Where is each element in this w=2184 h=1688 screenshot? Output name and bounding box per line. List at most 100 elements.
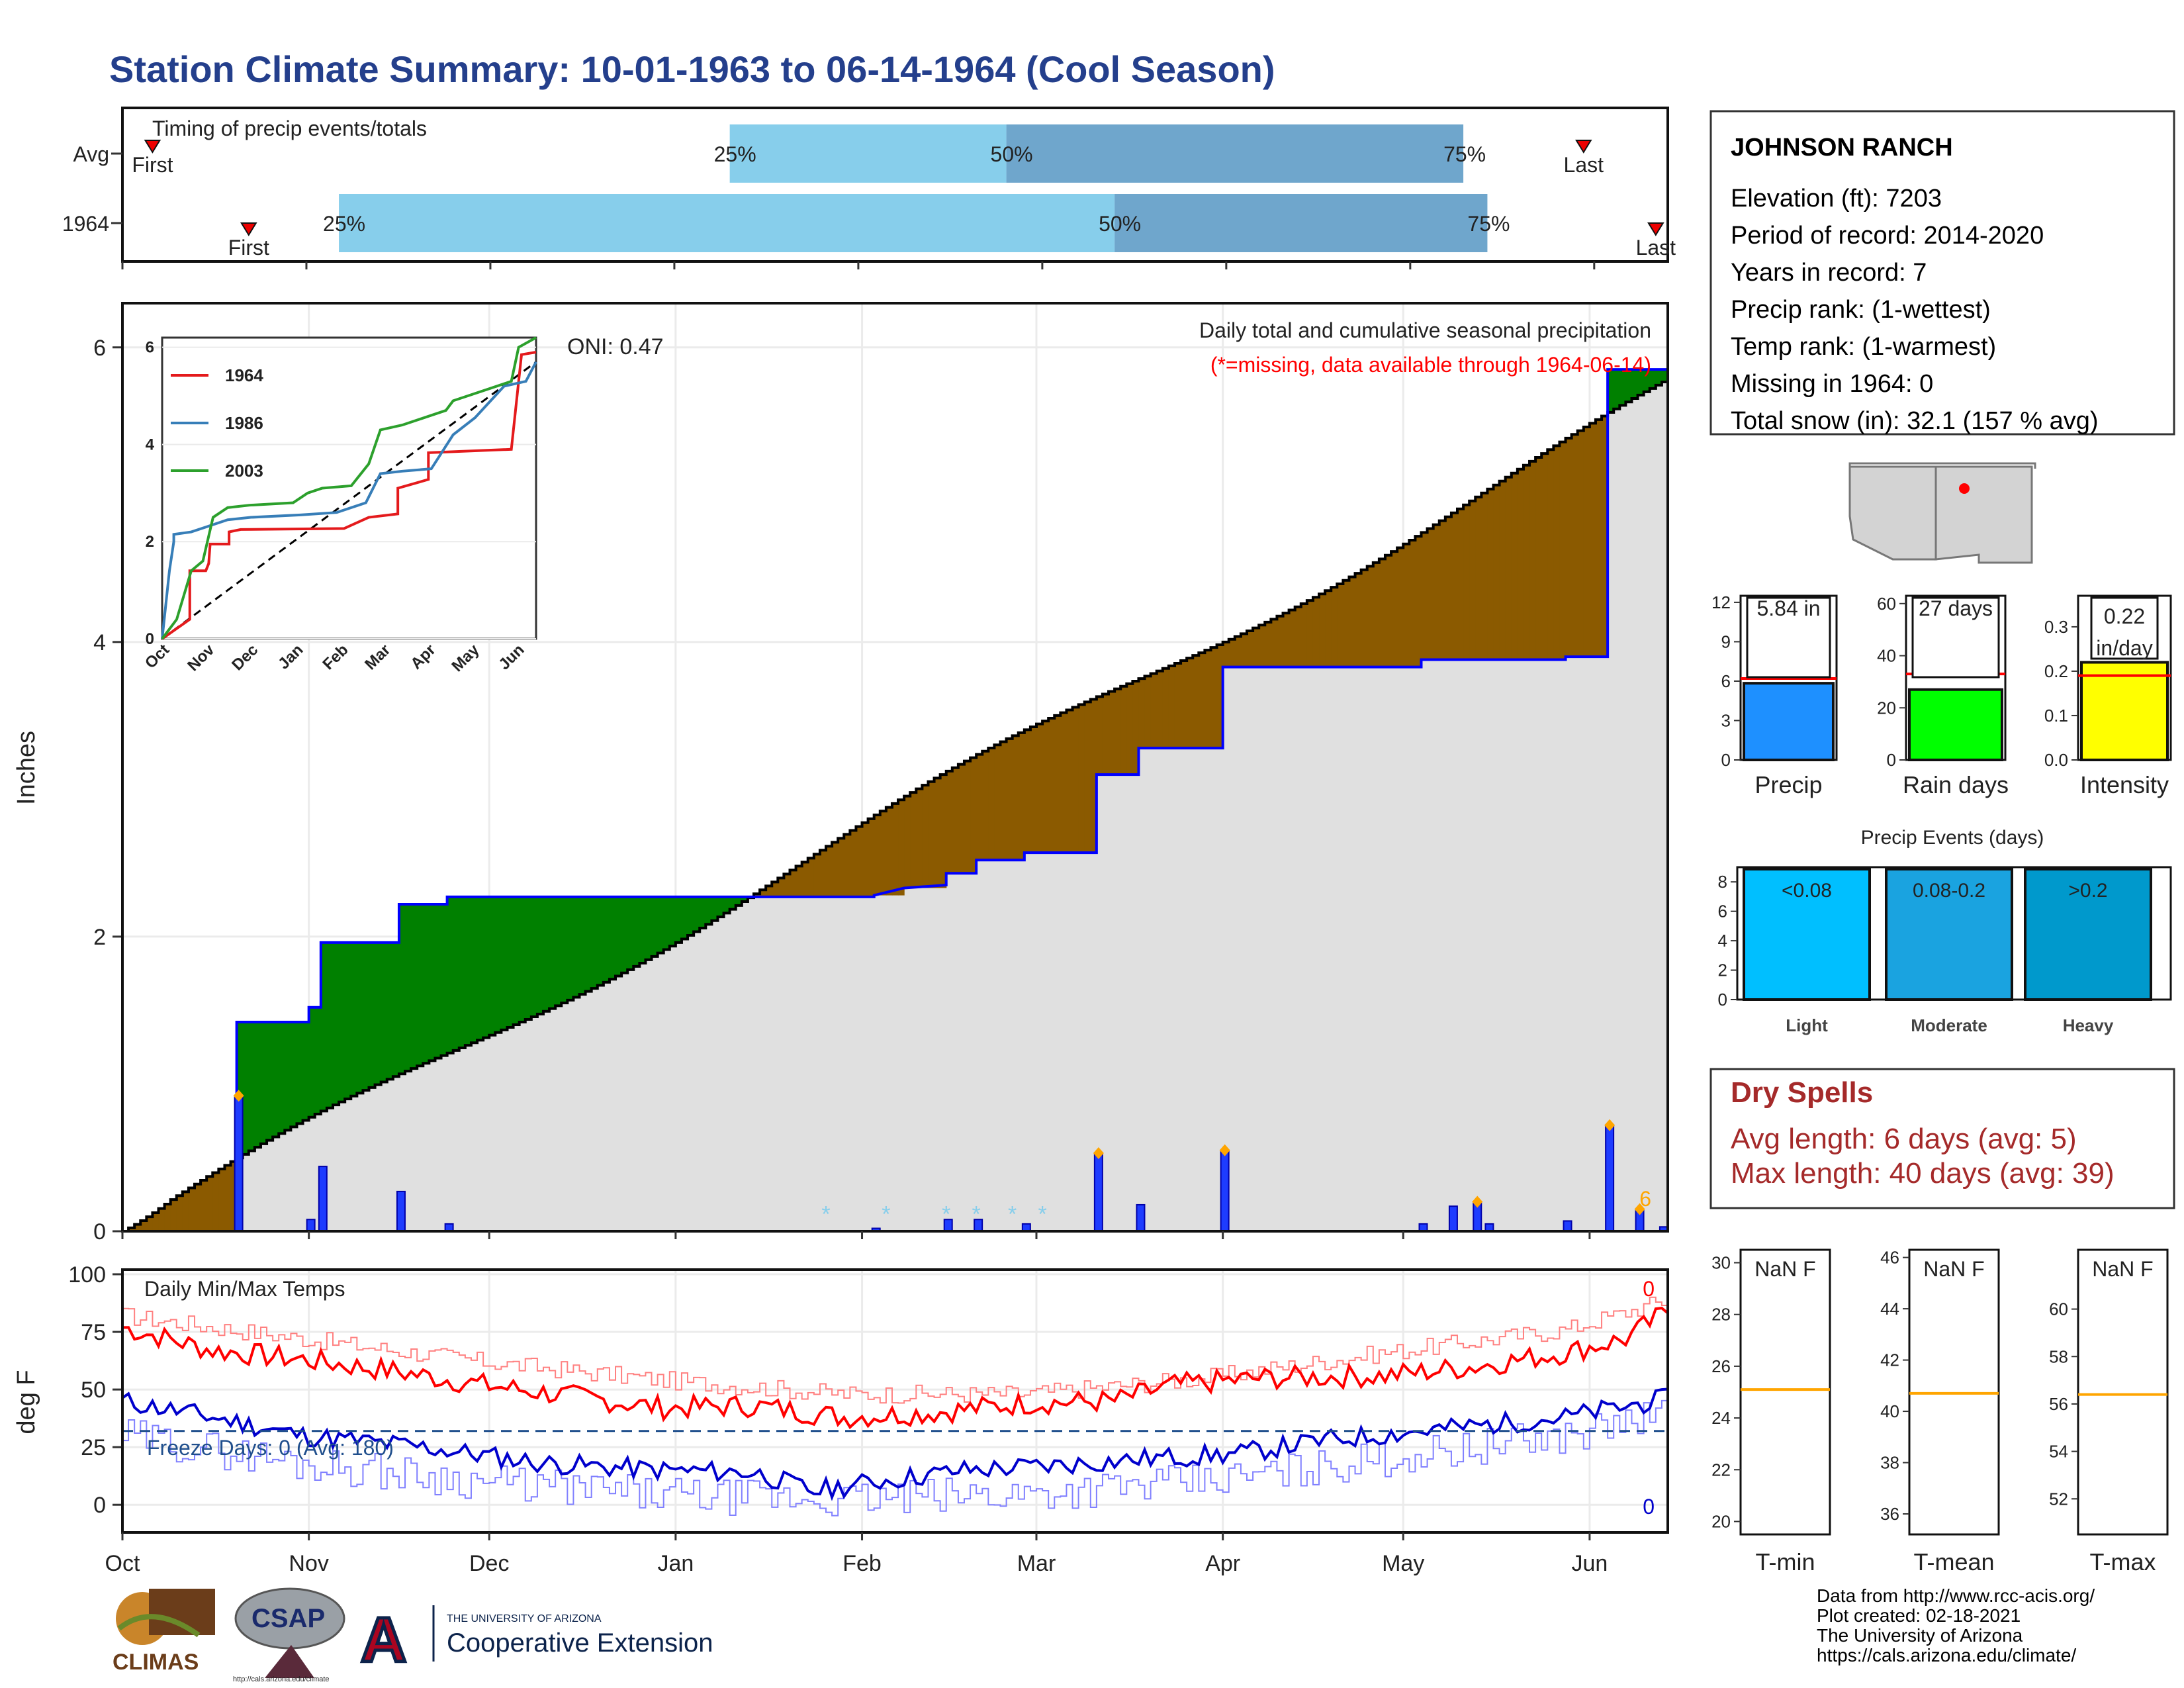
- below-normal-fill: [813, 854, 821, 897]
- tmax-line: [122, 1307, 1669, 1430]
- below-normal-fill: [916, 788, 923, 888]
- tsum-value-label: NaN F: [2092, 1257, 2153, 1281]
- below-normal-fill: [778, 878, 785, 897]
- temps-y-axis-label: deg F: [13, 1370, 40, 1434]
- totals-x-label: Intensity: [2080, 771, 2169, 798]
- station-line: Total snow (in): 32.1 (157 % avg): [1731, 407, 2099, 435]
- events-y-tick-label: 2: [1718, 961, 1727, 980]
- freeze-days-label: Freeze Days: 0 (Avg: 180): [147, 1436, 394, 1460]
- below-normal-fill: [1193, 655, 1199, 749]
- normal-cumulative-line: [122, 381, 1668, 1233]
- below-normal-fill: [1403, 543, 1410, 667]
- snow-marker: *: [1008, 1202, 1017, 1227]
- above-normal-fill: [741, 896, 749, 902]
- events-y-tick-label: 0: [1718, 990, 1727, 1009]
- snow-marker: *: [972, 1202, 981, 1227]
- events-bin-label: >0.2: [2068, 880, 2107, 902]
- above-normal-fill: [705, 896, 712, 925]
- below-normal-fill: [964, 761, 971, 874]
- below-normal-fill: [940, 774, 947, 888]
- timing-bar-q25-q50: [339, 194, 1115, 252]
- above-normal-fill: [651, 896, 659, 957]
- event-marker: [1093, 1147, 1104, 1160]
- below-normal-fill: [790, 870, 797, 897]
- above-normal-fill: [273, 1021, 279, 1137]
- below-normal-fill: [188, 1188, 195, 1231]
- tsum-y-tick-label: 24: [1711, 1408, 1731, 1428]
- above-normal-fill: [735, 896, 743, 906]
- below-normal-fill: [1583, 426, 1590, 657]
- tmin-line: [121, 1387, 1668, 1501]
- below-normal-fill: [1493, 485, 1500, 660]
- above-normal-fill: [729, 896, 737, 910]
- below-normal-fill: [1181, 661, 1187, 749]
- temps-background: [122, 1270, 1668, 1532]
- ua-big-text: Cooperative Extension: [447, 1628, 713, 1658]
- below-normal-fill: [1415, 536, 1422, 667]
- tsum-x-label: T-mean: [1913, 1548, 1994, 1575]
- below-normal-fill: [1565, 438, 1572, 657]
- above-normal-fill: [267, 1021, 273, 1141]
- station-location-dot: [1959, 483, 1970, 494]
- below-normal-fill: [1463, 504, 1470, 660]
- above-normal-fill: [609, 896, 616, 980]
- below-normal-fill: [1072, 707, 1079, 853]
- daily-precip-bar: [1220, 1149, 1230, 1232]
- timing-first-label: First: [228, 236, 269, 259]
- above-normal-fill: [363, 942, 370, 1091]
- below-normal-fill: [1433, 524, 1440, 660]
- below-normal-fill: [886, 807, 893, 896]
- above-normal-fill: [369, 942, 376, 1088]
- inset-legend-label: 2003: [225, 461, 263, 481]
- below-normal-fill: [766, 886, 772, 897]
- below-normal-fill: [1156, 671, 1163, 749]
- above-normal-fill: [717, 896, 725, 917]
- below-normal-fill: [1373, 562, 1380, 667]
- above-normal-fill: [621, 896, 628, 973]
- below-normal-fill: [1042, 721, 1049, 853]
- above-normal-fill: [700, 896, 706, 929]
- above-normal-fill: [688, 896, 694, 936]
- above-normal-fill: [519, 896, 526, 1023]
- above-normal-fill: [531, 896, 538, 1017]
- above-normal-fill: [561, 896, 568, 1004]
- tsum-value-label: NaN F: [1923, 1257, 1984, 1281]
- below-normal-fill: [1385, 555, 1392, 667]
- below-normal-fill: [1265, 622, 1271, 667]
- below-normal-fill: [946, 771, 953, 874]
- below-normal-fill: [1343, 580, 1350, 667]
- below-normal-fill: [1439, 520, 1446, 660]
- tsum-y-tick-label: 46: [1880, 1248, 1899, 1268]
- tsum-x-label: T-max: [2089, 1548, 2156, 1575]
- below-normal-fill: [862, 822, 869, 897]
- oni-label: ONI: 0.47: [567, 334, 664, 359]
- timing-first-label: First: [132, 153, 173, 177]
- below-normal-fill: [218, 1168, 226, 1231]
- main-title: Daily total and cumulative seasonal prec…: [1199, 318, 1651, 342]
- totals-y-tick-label: 20: [1877, 698, 1896, 718]
- below-normal-fill: [832, 842, 839, 897]
- above-normal-fill: [694, 896, 700, 932]
- below-normal-fill: [1319, 594, 1326, 667]
- station-info-box: JOHNSON RANCH Elevation (ft): 7203 Perio…: [1709, 110, 2175, 436]
- below-normal-fill: [1445, 516, 1452, 660]
- below-normal-fill: [1505, 477, 1512, 660]
- above-normal-fill: [291, 1021, 298, 1127]
- below-normal-fill: [1397, 547, 1404, 667]
- inset-series-line-2003: [161, 336, 537, 640]
- totals-value-box: [2090, 596, 2159, 660]
- events-bin-label: 0.08-0.2: [1913, 880, 1985, 902]
- event-marker: [1472, 1196, 1483, 1208]
- daily-precip-bar: [234, 1095, 244, 1233]
- timing-quantile-label: 50%: [991, 142, 1033, 166]
- totals-y-tick-label: 9: [1721, 632, 1731, 651]
- below-normal-fill: [1331, 587, 1338, 667]
- csap-mountain-icon: [265, 1645, 314, 1678]
- above-normal-fill: [489, 896, 496, 1035]
- below-normal-fill: [772, 882, 778, 897]
- footer-line: Data from http://www.rcc-acis.org/: [1817, 1585, 2095, 1606]
- above-normal-fill: [296, 1021, 304, 1124]
- below-normal-fill: [1409, 539, 1416, 667]
- below-normal-fill: [753, 894, 760, 897]
- footer-line: https://cals.arizona.edu/climate/: [1817, 1645, 2076, 1665]
